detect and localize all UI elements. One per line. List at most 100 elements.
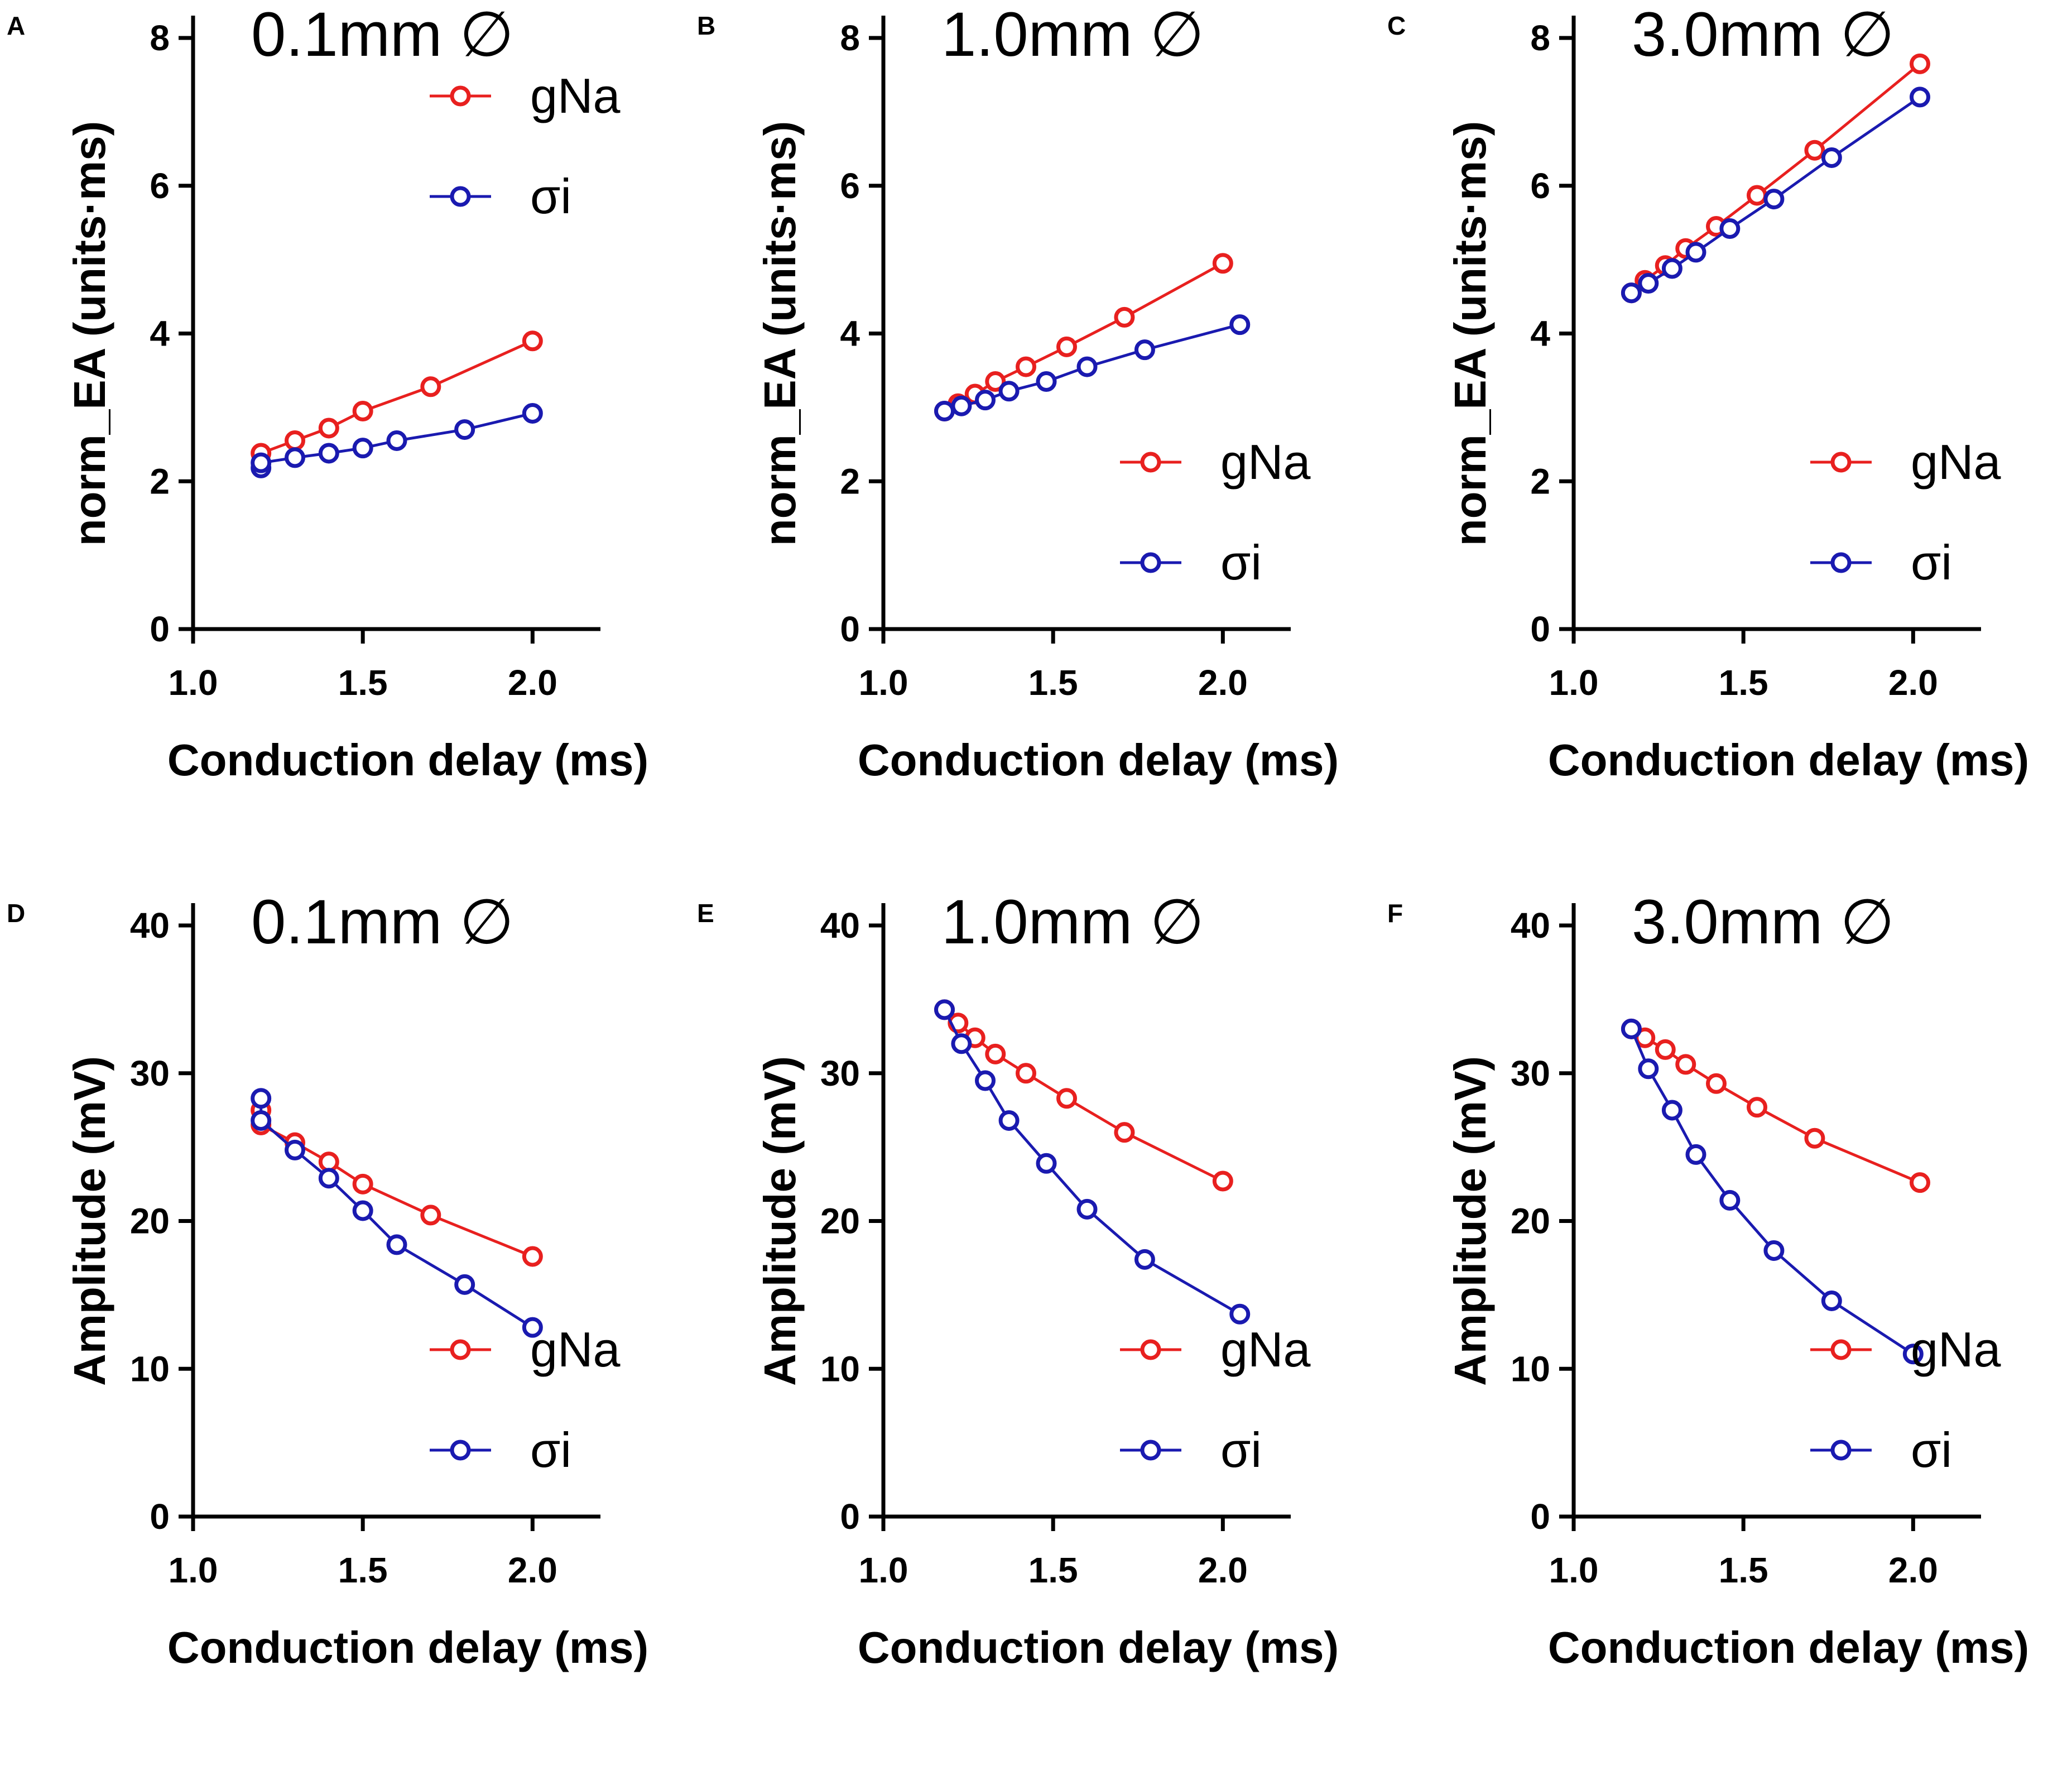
data-point-sigma xyxy=(1134,339,1155,361)
data-point-sigma xyxy=(998,1110,1020,1131)
legend-marker xyxy=(450,1339,471,1360)
x-tick-label: 1.5 xyxy=(1028,1550,1078,1590)
legend-marker xyxy=(450,1440,471,1461)
chart-panel-f: F 3.0mm ∅ 0 10 20 30 40 1.0 1.5 2.0 Conduction del… xyxy=(1387,887,2029,1672)
y-tick-label: 8 xyxy=(1530,18,1550,58)
data-point-sigma xyxy=(386,430,407,451)
legend-label: σi xyxy=(530,169,571,224)
y-tick-label: 40 xyxy=(1511,905,1550,946)
x-axis-label: Conduction delay (ms) xyxy=(858,1623,1339,1672)
x-tick-label: 1.0 xyxy=(859,1550,908,1590)
series-line-gna xyxy=(944,262,1224,412)
y-tick-label: 30 xyxy=(1511,1053,1550,1093)
y-tick-label: 6 xyxy=(840,166,860,206)
data-point-sigma xyxy=(318,1168,339,1189)
y-tick-label: 2 xyxy=(840,461,860,501)
x-tick-label: 2.0 xyxy=(1888,1550,1938,1590)
y-tick-label: 30 xyxy=(130,1053,170,1093)
y-axis-label: Amplitude (mV) xyxy=(65,1056,114,1386)
x-tick-label: 1.5 xyxy=(338,1550,388,1590)
data-point-sigma xyxy=(1621,282,1642,304)
data-point-gna xyxy=(1114,1122,1135,1143)
legend-marker xyxy=(1140,1440,1161,1461)
data-point-sigma xyxy=(1036,371,1057,392)
y-tick-label: 10 xyxy=(1511,1349,1550,1389)
y-tick-label: 0 xyxy=(150,609,170,649)
data-point-sigma xyxy=(934,400,955,421)
y-axis-label: norm_EA (units·ms) xyxy=(65,121,114,546)
data-point-sigma xyxy=(1685,242,1706,263)
data-point-sigma xyxy=(454,1274,475,1295)
x-tick-label: 1.5 xyxy=(338,663,388,703)
data-point-sigma xyxy=(1134,1249,1155,1270)
y-tick-label: 2 xyxy=(150,461,170,501)
x-tick-label: 1.0 xyxy=(169,1550,218,1590)
y-axis-label: norm_EA (units·ms) xyxy=(1445,121,1495,546)
y-tick-label: 2 xyxy=(1530,461,1550,501)
y-tick-label: 20 xyxy=(130,1201,170,1241)
legend-marker xyxy=(1830,1440,1852,1461)
y-tick-label: 4 xyxy=(1530,314,1550,354)
panel-letter: A xyxy=(7,11,25,40)
chart-panel-e: E 1.0mm ∅ 0 10 20 30 40 1.0 1.5 2.0 Conduction del… xyxy=(697,887,1339,1672)
x-tick-label: 1.0 xyxy=(1549,1550,1599,1590)
y-tick-label: 6 xyxy=(1530,166,1550,206)
data-point-sigma xyxy=(951,1033,972,1054)
data-point-sigma xyxy=(522,402,543,424)
data-point-sigma xyxy=(1763,189,1785,210)
data-point-gna xyxy=(1910,53,1930,74)
data-point-sigma xyxy=(1910,87,1930,108)
data-point-sigma xyxy=(1638,272,1659,294)
x-tick-label: 1.5 xyxy=(1028,663,1078,703)
data-point-gna xyxy=(1747,1097,1767,1118)
data-point-sigma xyxy=(251,1110,272,1131)
data-point-sigma xyxy=(1621,1018,1642,1039)
chart-panel-b: B 1.0mm ∅ 0 2 4 6 8 1.0 1.5 2.0 Conduction delay (… xyxy=(697,0,1339,785)
chart-title: 1.0mm ∅ xyxy=(941,887,1204,957)
data-point-sigma xyxy=(1076,356,1098,377)
data-point-sigma xyxy=(1685,1144,1706,1165)
legend-marker xyxy=(1830,552,1852,573)
data-point-sigma xyxy=(975,1070,996,1091)
series-line-sigma xyxy=(1630,1028,1914,1355)
legend: gNa σi xyxy=(430,1322,620,1477)
y-tick-label: 4 xyxy=(150,314,170,354)
data-point-sigma xyxy=(1821,1290,1842,1311)
data-point-gna xyxy=(1655,1039,1676,1060)
data-point-sigma xyxy=(386,1234,407,1255)
data-point-gna xyxy=(1910,1172,1930,1193)
panel-letter: C xyxy=(1387,11,1406,40)
data-point-gna xyxy=(1706,1073,1727,1094)
data-point-gna xyxy=(285,430,305,451)
y-tick-label: 0 xyxy=(150,1496,170,1537)
chart-panel-d: D 0.1mm ∅ 0 10 20 30 40 1.0 1.5 2.0 Conduction del… xyxy=(7,887,648,1672)
x-axis-label: Conduction delay (ms) xyxy=(1548,735,2029,785)
y-tick-label: 0 xyxy=(1530,1496,1550,1537)
x-tick-label: 2.0 xyxy=(1198,663,1248,703)
data-point-sigma xyxy=(352,1200,373,1221)
data-point-sigma xyxy=(1719,218,1741,239)
legend-marker xyxy=(1830,1339,1852,1360)
y-tick-label: 0 xyxy=(1530,609,1550,649)
y-tick-label: 8 xyxy=(840,18,860,58)
data-point-sigma xyxy=(522,1317,543,1338)
data-point-gna xyxy=(420,376,441,397)
chart-title: 3.0mm ∅ xyxy=(1632,887,1895,957)
x-tick-label: 1.5 xyxy=(1719,663,1768,703)
x-tick-label: 2.0 xyxy=(508,1550,557,1590)
data-point-sigma xyxy=(318,443,339,464)
data-point-sigma xyxy=(1076,1198,1098,1220)
panel-letter: E xyxy=(697,899,714,928)
data-point-sigma xyxy=(951,395,972,416)
data-point-sigma xyxy=(285,447,305,468)
legend-marker xyxy=(1830,452,1852,473)
y-tick-label: 0 xyxy=(840,609,860,649)
panel-letter: F xyxy=(1387,899,1403,928)
legend-label: gNa xyxy=(530,1322,620,1377)
legend-label: σi xyxy=(530,1422,571,1477)
series-line-gna xyxy=(943,1009,1224,1183)
legend-label: σi xyxy=(1220,535,1262,590)
legend-marker xyxy=(450,85,471,107)
legend-label: gNa xyxy=(1220,434,1310,490)
